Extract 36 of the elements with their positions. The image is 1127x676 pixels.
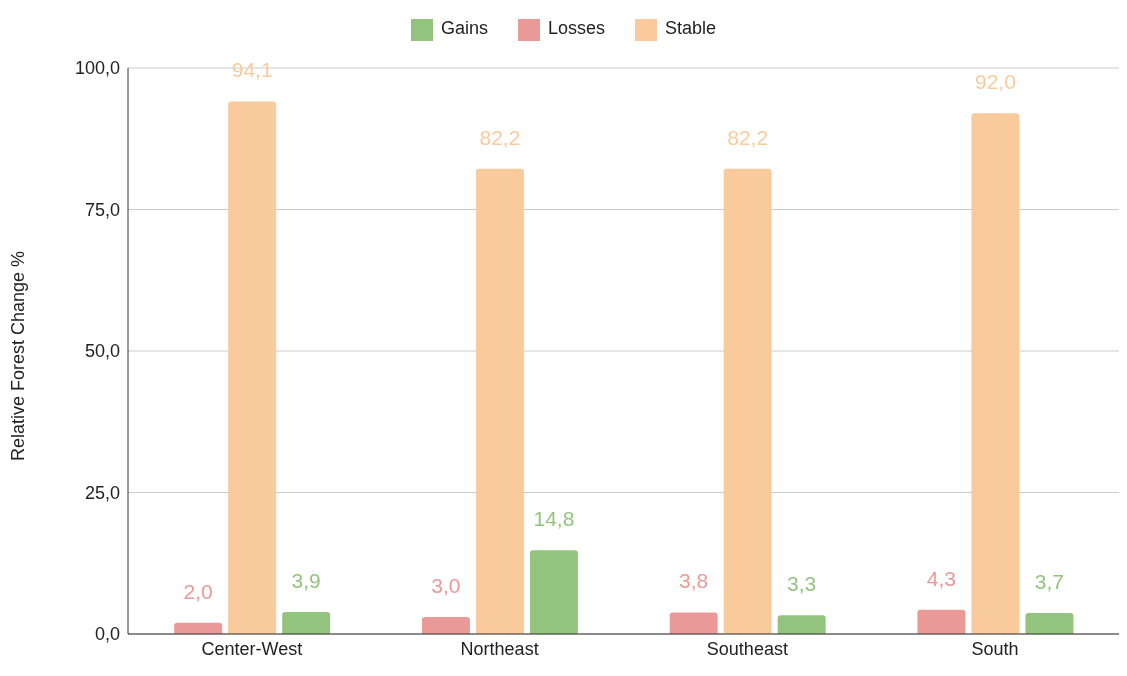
bar bbox=[777, 615, 826, 634]
y-tick-label: 100,0 bbox=[74, 58, 120, 79]
y-tick-label: 75,0 bbox=[84, 199, 120, 220]
bar bbox=[228, 101, 277, 634]
y-axis-title: Relative Forest Change % bbox=[8, 250, 29, 461]
data-label: 92,0 bbox=[974, 70, 1016, 94]
x-tick-label: Center-West bbox=[201, 638, 303, 659]
data-label: 3,9 bbox=[291, 568, 321, 592]
bar bbox=[723, 168, 772, 634]
data-label: 3,0 bbox=[431, 574, 461, 598]
legend-label: Stable bbox=[665, 18, 717, 38]
legend-label: Losses bbox=[547, 18, 606, 38]
bar bbox=[282, 611, 331, 634]
bar bbox=[917, 609, 966, 634]
legend-label: Gains bbox=[440, 18, 488, 38]
data-label: 3,7 bbox=[1034, 570, 1065, 594]
y-tick-label: 50,0 bbox=[84, 341, 120, 362]
data-label: 82,2 bbox=[479, 125, 521, 149]
data-label: 94,1 bbox=[231, 58, 273, 82]
y-tick-label: 25,0 bbox=[84, 482, 120, 503]
bar bbox=[529, 550, 578, 634]
data-label: 2,0 bbox=[183, 579, 213, 603]
y-tick-label: 0,0 bbox=[94, 624, 120, 645]
data-label: 14,8 bbox=[533, 507, 575, 531]
data-label: 3,8 bbox=[679, 569, 709, 593]
x-tick-label: South bbox=[971, 638, 1019, 659]
data-label: 3,3 bbox=[787, 572, 817, 596]
data-label: 82,2 bbox=[727, 125, 769, 149]
data-label: 4,3 bbox=[926, 566, 957, 590]
bar bbox=[475, 168, 524, 634]
x-tick-label: Southeast bbox=[706, 638, 788, 659]
bar bbox=[1025, 613, 1074, 634]
bar bbox=[669, 612, 718, 634]
bar bbox=[971, 113, 1020, 634]
bar bbox=[421, 617, 470, 634]
x-tick-label: Northeast bbox=[460, 638, 539, 659]
